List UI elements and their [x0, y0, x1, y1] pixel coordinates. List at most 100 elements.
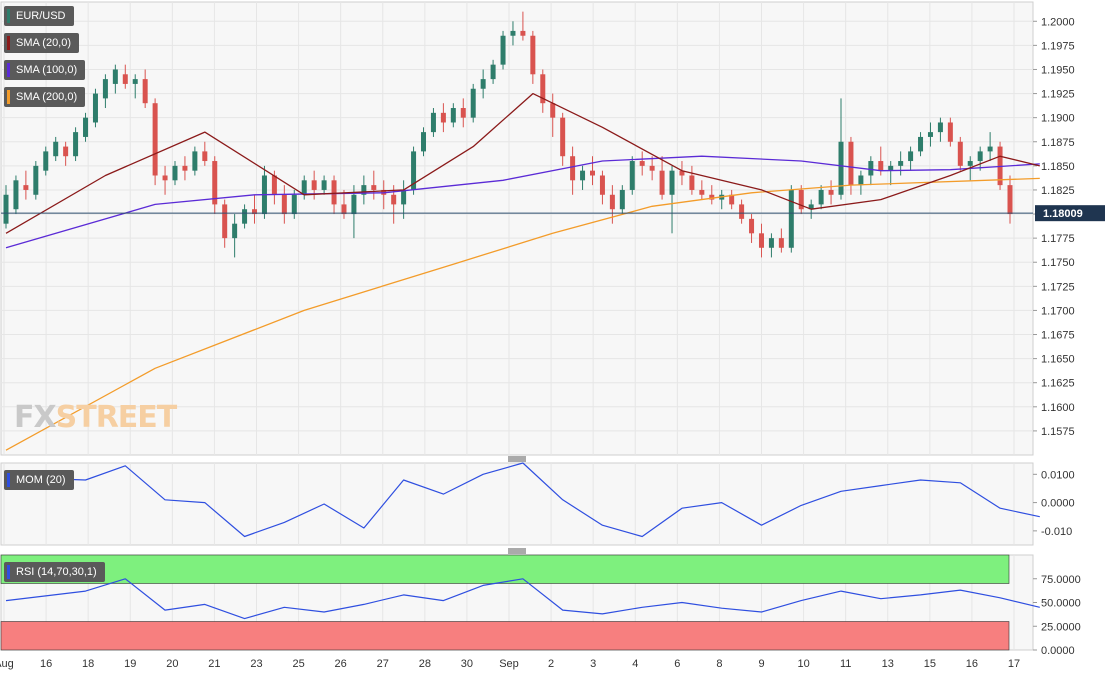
mom-resize-handle[interactable]	[508, 456, 526, 462]
x-tick-label: 10	[797, 658, 809, 670]
candle-down	[152, 103, 158, 176]
candle-up	[967, 161, 973, 166]
y-tick-label: 1.1600	[1041, 402, 1075, 414]
candle-up	[291, 194, 297, 215]
candle-up	[937, 122, 943, 133]
x-tick-label: 20	[166, 658, 178, 670]
x-tick-label: 3	[590, 658, 596, 670]
candle-up	[888, 165, 894, 171]
candle-down	[729, 194, 735, 205]
candle-down	[202, 151, 208, 162]
sma100-line	[5, 155, 1040, 249]
candle-up	[858, 175, 864, 186]
x-tick-label: 25	[292, 658, 304, 670]
x-tick-label: 23	[250, 658, 262, 670]
candle-up	[669, 170, 675, 195]
y-tick-label: 1.1575	[1041, 426, 1075, 438]
x-tick-label: 9	[758, 658, 764, 670]
candle-down	[341, 204, 347, 215]
legend-rsi[interactable]: RSI (14,70,30,1)	[4, 562, 105, 582]
candle-down	[878, 161, 884, 171]
candle-up	[898, 161, 904, 166]
legend-sma200-swatch	[7, 90, 10, 104]
candle-down	[758, 233, 764, 248]
candle-up	[411, 151, 417, 190]
candle-up	[580, 170, 586, 181]
legend-sma20[interactable]: SMA (20,0)	[4, 33, 80, 53]
logo-fx-text: FX	[14, 400, 57, 435]
legend-sma100[interactable]: SMA (100,0)	[4, 60, 86, 80]
legend-sma200-label: SMA (200,0)	[16, 91, 78, 103]
sma20-line	[5, 92, 1040, 234]
y-tick-label: 1.1925	[1041, 89, 1075, 101]
candle-up	[987, 146, 993, 152]
rsi-resize-handle[interactable]	[508, 548, 526, 554]
last-price-badge	[1035, 205, 1105, 222]
y-tick-label: 1.1825	[1041, 185, 1075, 197]
candle-down	[570, 156, 576, 181]
candle-down	[391, 194, 397, 205]
y-tick-label: 1.1750	[1041, 257, 1075, 269]
legend-rsi-label: RSI (14,70,30,1)	[16, 566, 97, 578]
x-tick-label: 15	[924, 658, 936, 670]
x-tick-label: 13	[882, 658, 894, 670]
rsi-tick-label: 25.0000	[1041, 621, 1081, 633]
candle-down	[212, 161, 218, 205]
rsi-tick-label: 75.0000	[1041, 574, 1081, 586]
x-tick-label: Aug	[0, 658, 14, 670]
y-tick-label: 1.1900	[1041, 113, 1075, 125]
candle-down	[739, 204, 745, 219]
legend-sma100-swatch	[7, 63, 10, 77]
candle-down	[142, 79, 148, 104]
legend-mom-label: MOM (20)	[16, 474, 66, 486]
candle-up	[768, 238, 774, 248]
candle-down	[520, 30, 526, 36]
candle-down	[947, 122, 953, 142]
candle-down	[679, 170, 685, 176]
rsi-tick-label: 50.0000	[1041, 598, 1081, 610]
candle-down	[649, 165, 655, 171]
y-tick-label: 1.1700	[1041, 305, 1075, 317]
candle-up	[242, 209, 248, 224]
candle-down	[828, 189, 834, 195]
candle-down	[23, 185, 29, 190]
x-tick-label: 4	[632, 658, 638, 670]
candle-down	[122, 74, 128, 84]
candle-up	[808, 204, 814, 210]
candle-down	[460, 108, 466, 118]
legend-sma100-label: SMA (100,0)	[16, 64, 78, 76]
candle-up	[480, 79, 486, 89]
x-tick-label: 27	[377, 658, 389, 670]
candle-down	[281, 194, 287, 215]
candle-up	[53, 141, 59, 157]
y-tick-label: 1.1725	[1041, 281, 1075, 293]
legend-price-label: EUR/USD	[16, 10, 66, 22]
y-tick-label: 1.1625	[1041, 378, 1075, 390]
candle-up	[629, 161, 635, 190]
candle-up	[351, 194, 357, 215]
x-tick-label: 21	[208, 658, 220, 670]
y-tick-label: 1.1775	[1041, 233, 1075, 245]
candle-down	[63, 146, 69, 157]
candle-down	[271, 175, 277, 195]
x-tick-label: 6	[674, 658, 680, 670]
legend-mom[interactable]: MOM (20)	[4, 470, 74, 490]
fxstreet-watermark-logo: FXSTREET	[14, 400, 177, 435]
legend-price[interactable]: EUR/USD	[4, 6, 74, 26]
legend-sma200[interactable]: SMA (200,0)	[4, 87, 86, 107]
candle-down	[798, 189, 804, 210]
candle-up	[43, 151, 49, 171]
candle-down	[639, 161, 645, 166]
x-tick-label: 16	[40, 658, 52, 670]
candle-up	[361, 185, 367, 195]
x-tick-label: 18	[82, 658, 94, 670]
x-tick-label: 2	[548, 658, 554, 670]
y-tick-label: 1.1675	[1041, 330, 1075, 342]
x-tick-label: 8	[716, 658, 722, 670]
candle-down	[589, 170, 595, 176]
x-tick-label: 19	[124, 658, 136, 670]
candle-down	[699, 189, 705, 195]
rsi-tick-label: 0.0000	[1041, 645, 1075, 657]
